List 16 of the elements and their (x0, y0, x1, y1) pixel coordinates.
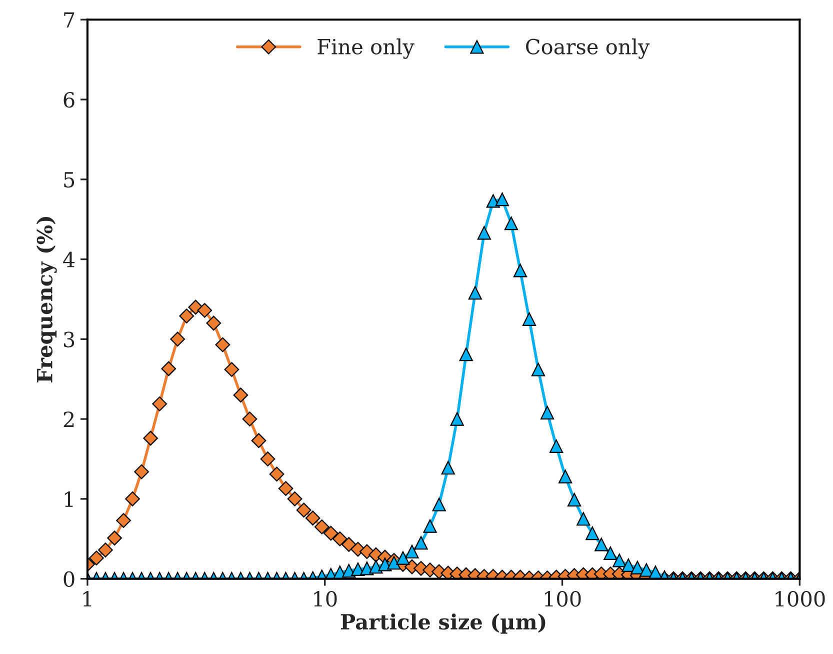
y-tick-label: 7 (64, 12, 74, 28)
y-tick-label: 3 (64, 332, 74, 348)
legend-label: Coarse only (526, 38, 650, 59)
y-tick-label: 2 (64, 411, 74, 427)
y-tick-label: 1 (64, 491, 73, 507)
y-tick-label: 6 (64, 92, 74, 108)
x-tick-label: 10 (314, 590, 337, 607)
y-tick-label: 4 (63, 252, 75, 268)
x-tick-label: 100 (544, 590, 581, 607)
x-tick-label: 1 (83, 590, 92, 606)
legend-label: Fine only (318, 38, 414, 59)
y-axis-title: Frequency (%) (36, 217, 57, 382)
y-tick-label: 5 (64, 172, 74, 188)
x-axis-title: Particle size (µm) (340, 614, 546, 634)
x-tick-label: 1000 (776, 590, 825, 607)
y-tick-label: 0 (64, 571, 74, 587)
